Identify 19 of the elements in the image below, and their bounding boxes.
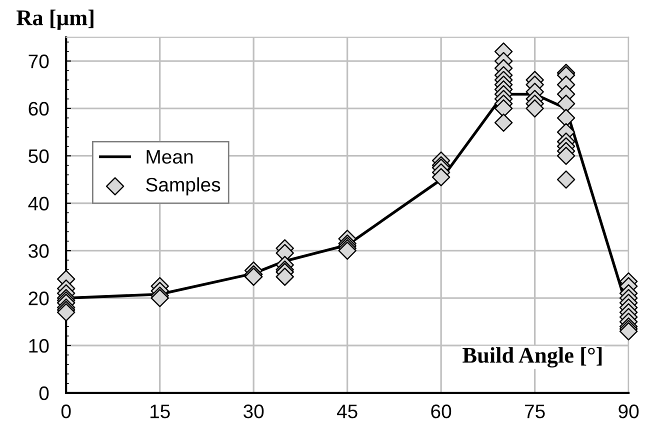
x-tick-label: 60: [431, 404, 452, 418]
y-tick-label: 50: [28, 149, 49, 164]
legend-label: Mean: [146, 150, 193, 164]
x-tick-label: 0: [61, 404, 71, 418]
y-tick-label: 60: [28, 102, 49, 116]
y-tick-label: 40: [28, 196, 49, 210]
y-tick-label: 70: [28, 54, 49, 68]
y-tick-label: 10: [29, 338, 49, 353]
y-axis-title: Ra [µm]: [16, 10, 94, 30]
x-axis-title: Build Angle [°]: [462, 347, 602, 368]
x-tick-label: 75: [525, 404, 545, 418]
y-tick-label: 20: [28, 292, 49, 306]
x-tick-label: 15: [150, 404, 170, 418]
x-tick-label: 45: [336, 404, 358, 418]
x-tick-label: 90: [618, 404, 639, 418]
x-tick-label: 30: [244, 404, 264, 418]
y-tick-label: 0: [39, 386, 49, 400]
y-tick-label: 30: [28, 244, 49, 258]
legend-label: Samples: [146, 177, 220, 196]
